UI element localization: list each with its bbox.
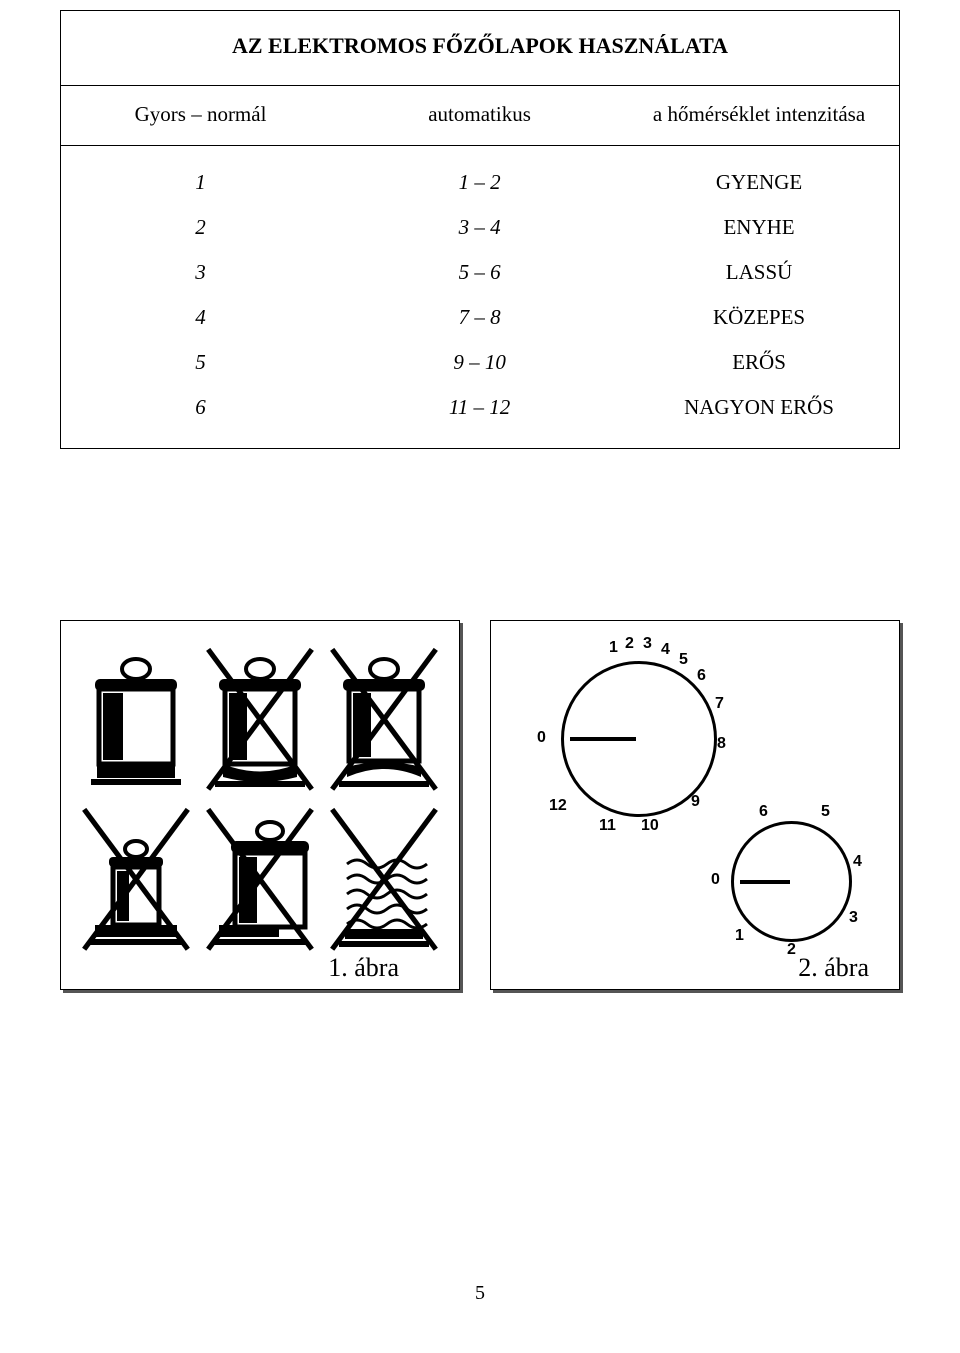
pot-icon — [81, 809, 191, 949]
cell-auto: 11 – 12 — [340, 395, 619, 420]
hotplate-table: AZ ELEKTROMOS FŐZŐLAPOK HASZNÁLATA Gyors… — [60, 10, 900, 449]
pot-icon — [205, 649, 315, 789]
dial-large-label-7: 7 — [715, 695, 724, 713]
table-row: 1 1 – 2 GYENGE — [61, 160, 899, 205]
header-col-automatic: automatikus — [340, 102, 619, 127]
pot-too-small-icon — [79, 799, 193, 949]
cell-intensity: KÖZEPES — [619, 305, 899, 330]
figures-row: 1. ábra 0 1 2 3 4 5 6 7 8 9 10 11 12 — [60, 620, 900, 990]
pot-correct-icon — [79, 639, 193, 789]
dial-small-label-4: 4 — [853, 853, 862, 871]
page-number: 5 — [0, 1282, 960, 1305]
pot-concave-bottom-icon — [327, 639, 441, 789]
table-row: 3 5 – 6 LASSÚ — [61, 250, 899, 295]
table-row: 4 7 – 8 KÖZEPES — [61, 295, 899, 340]
dial-pointer-icon — [570, 737, 636, 741]
table-row: 5 9 – 10 ERŐS — [61, 340, 899, 385]
dial-large-label-4: 4 — [661, 641, 670, 659]
figure-2: 0 1 2 3 4 5 6 7 8 9 10 11 12 0 1 2 3 4 5… — [490, 620, 900, 990]
dial-large-label-8: 8 — [717, 735, 726, 753]
dial-large-label-12: 12 — [549, 797, 567, 815]
page: AZ ELEKTROMOS FŐZŐLAPOK HASZNÁLATA Gyors… — [0, 10, 960, 1353]
table-title: AZ ELEKTROMOS FŐZŐLAPOK HASZNÁLATA — [61, 11, 899, 86]
cell-auto: 9 – 10 — [340, 350, 619, 375]
table-body: 1 1 – 2 GYENGE 2 3 – 4 ENYHE 3 5 – 6 LAS… — [61, 146, 899, 448]
pot-convex-bottom-icon — [203, 639, 317, 789]
cell-fast: 3 — [61, 260, 340, 285]
dial-small-label-6: 6 — [759, 803, 768, 821]
dial-small-label-2: 2 — [787, 941, 796, 959]
cell-auto: 1 – 2 — [340, 170, 619, 195]
dial-large-label-0: 0 — [537, 729, 546, 747]
cell-intensity: GYENGE — [619, 170, 899, 195]
heat-waves-icon — [329, 809, 439, 949]
cell-intensity: LASSÚ — [619, 260, 899, 285]
table-row: 2 3 – 4 ENYHE — [61, 205, 899, 250]
header-col-intensity: a hőmérséklet intenzitása — [619, 102, 899, 127]
cell-auto: 5 – 6 — [340, 260, 619, 285]
cell-intensity: ENYHE — [619, 215, 899, 240]
dial-small-label-3: 3 — [849, 909, 858, 927]
dial-large-label-9: 9 — [691, 793, 700, 811]
pot-offset-icon — [203, 799, 317, 949]
pot-icon — [205, 809, 315, 949]
header-col-fast-normal: Gyors – normál — [61, 102, 340, 127]
dial-small-icon — [731, 821, 852, 942]
pot-grid — [79, 639, 441, 949]
pot-icon — [81, 649, 191, 789]
dial-large-label-2: 2 — [625, 635, 634, 653]
dial-large-label-1: 1 — [609, 639, 618, 657]
empty-hotplate-icon — [327, 799, 441, 949]
table-header-row: Gyors – normál automatikus a hőmérséklet… — [61, 86, 899, 146]
figure-1: 1. ábra — [60, 620, 460, 990]
dial-small-label-5: 5 — [821, 803, 830, 821]
cell-intensity: NAGYON ERŐS — [619, 395, 899, 420]
cell-fast: 4 — [61, 305, 340, 330]
dial-large-label-3: 3 — [643, 635, 652, 653]
dial-large-label-11: 11 — [599, 817, 616, 835]
dial-small-label-0: 0 — [711, 871, 720, 889]
dial-large-label-5: 5 — [679, 651, 688, 669]
cell-auto: 7 – 8 — [340, 305, 619, 330]
cell-intensity: ERŐS — [619, 350, 899, 375]
table-row: 6 11 – 12 NAGYON ERŐS — [61, 385, 899, 430]
cell-fast: 2 — [61, 215, 340, 240]
dial-small-label-1: 1 — [735, 927, 744, 945]
figure-1-caption: 1. ábra — [328, 953, 399, 983]
pot-icon — [329, 649, 439, 789]
dial-large-label-6: 6 — [697, 667, 706, 685]
cell-auto: 3 – 4 — [340, 215, 619, 240]
cell-fast: 1 — [61, 170, 340, 195]
dial-large-label-10: 10 — [641, 817, 659, 835]
cell-fast: 6 — [61, 395, 340, 420]
cell-fast: 5 — [61, 350, 340, 375]
figure-2-caption: 2. ábra — [798, 953, 869, 983]
dial-pointer-icon — [740, 880, 790, 884]
